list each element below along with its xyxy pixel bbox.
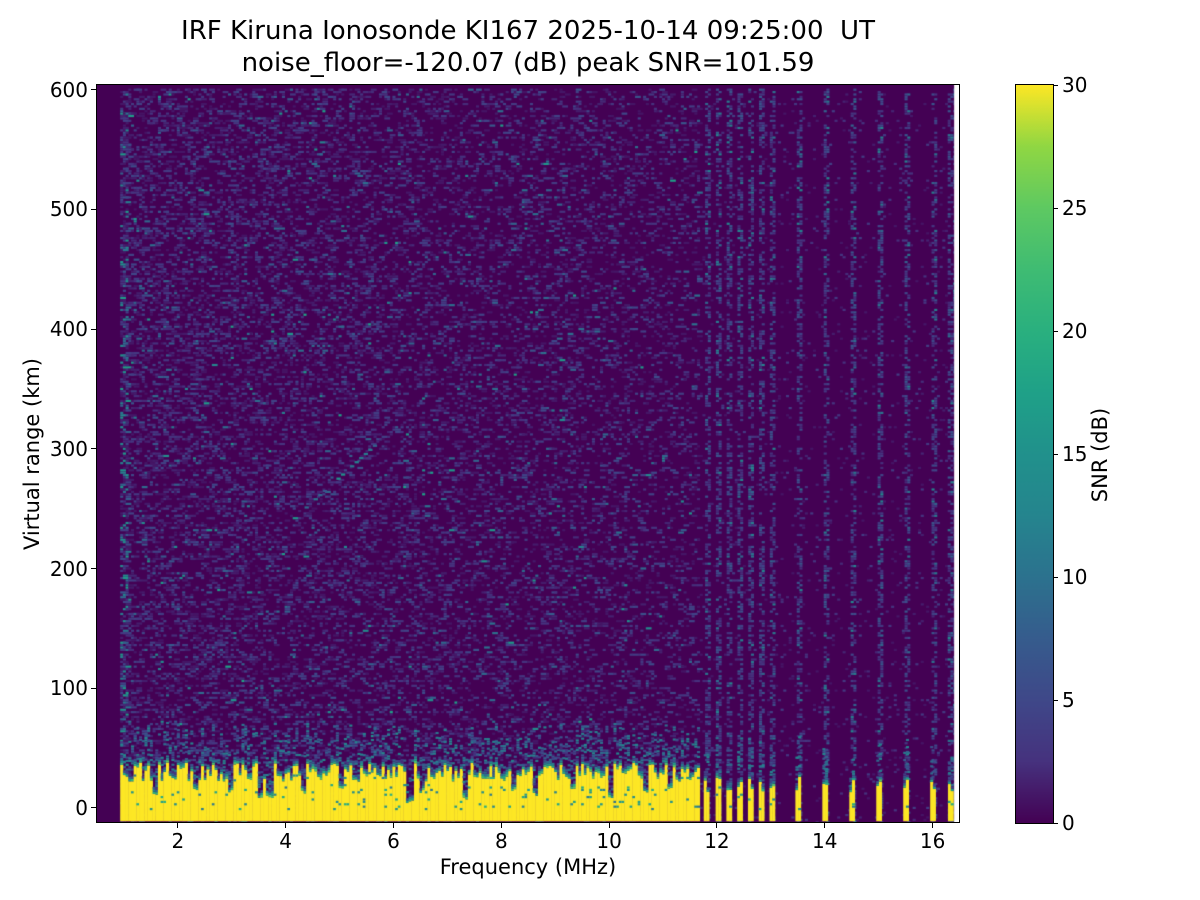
colorbar-tick-mark (1053, 330, 1058, 332)
y-tick-mark (91, 208, 96, 210)
colorbar-tick-label: 15 (1062, 442, 1088, 466)
colorbar-tick-label: 10 (1062, 565, 1088, 589)
y-tick-label: 0 (75, 795, 88, 820)
y-tick-label: 500 (49, 197, 88, 222)
y-tick-mark (91, 687, 96, 689)
colorbar-tick-mark (1053, 207, 1058, 209)
colorbar-tick-label: 0 (1062, 811, 1075, 835)
x-tick-mark (392, 823, 394, 828)
x-tick-label: 12 (704, 829, 730, 853)
y-tick-mark (91, 568, 96, 570)
x-tick-mark (824, 823, 826, 828)
x-tick-label: 6 (387, 829, 400, 853)
colorbar-gradient (1016, 85, 1053, 823)
x-tick-mark (608, 823, 610, 828)
x-tick-label: 10 (596, 829, 622, 853)
colorbar-tick-mark (1053, 822, 1058, 824)
y-tick-label: 600 (49, 77, 88, 102)
y-tick-label: 100 (49, 676, 88, 701)
colorbar-tick-label: 25 (1062, 196, 1088, 220)
colorbar-tick-label: 30 (1062, 73, 1088, 97)
x-tick-mark (177, 823, 179, 828)
x-tick-mark (716, 823, 718, 828)
colorbar-tick-mark (1053, 699, 1058, 701)
y-tick-mark (91, 448, 96, 450)
y-tick-label: 200 (49, 556, 88, 581)
x-tick-label: 14 (812, 829, 838, 853)
y-tick-mark (91, 89, 96, 91)
x-tick-mark (500, 823, 502, 828)
x-axis-label: Frequency (MHz) (439, 855, 617, 879)
chart-subtitle: noise_floor=-120.07 (dB) peak SNR=101.59 (241, 48, 815, 78)
x-tick-label: 16 (919, 829, 946, 853)
y-tick-label: 300 (49, 436, 88, 461)
colorbar-tick-mark (1053, 84, 1058, 86)
colorbar-tick-mark (1053, 453, 1058, 455)
y-tick-mark (91, 807, 96, 809)
colorbar (1015, 84, 1054, 824)
x-tick-label: 2 (171, 829, 185, 853)
chart-title: IRF Kiruna Ionosonde KI167 2025-10-14 09… (181, 16, 875, 46)
colorbar-tick-label: 5 (1062, 688, 1075, 712)
x-tick-mark (932, 823, 934, 828)
plot-area (96, 84, 960, 823)
colorbar-tick-label: 20 (1062, 319, 1088, 343)
y-tick-mark (91, 328, 96, 330)
x-tick-mark (285, 823, 287, 828)
colorbar-tick-mark (1053, 576, 1058, 578)
x-tick-label: 4 (279, 829, 293, 853)
colorbar-label: SNR (dB) (1088, 407, 1112, 503)
y-tick-label: 400 (49, 317, 88, 342)
x-tick-label: 8 (494, 829, 508, 853)
ionogram-heatmap (97, 85, 959, 822)
